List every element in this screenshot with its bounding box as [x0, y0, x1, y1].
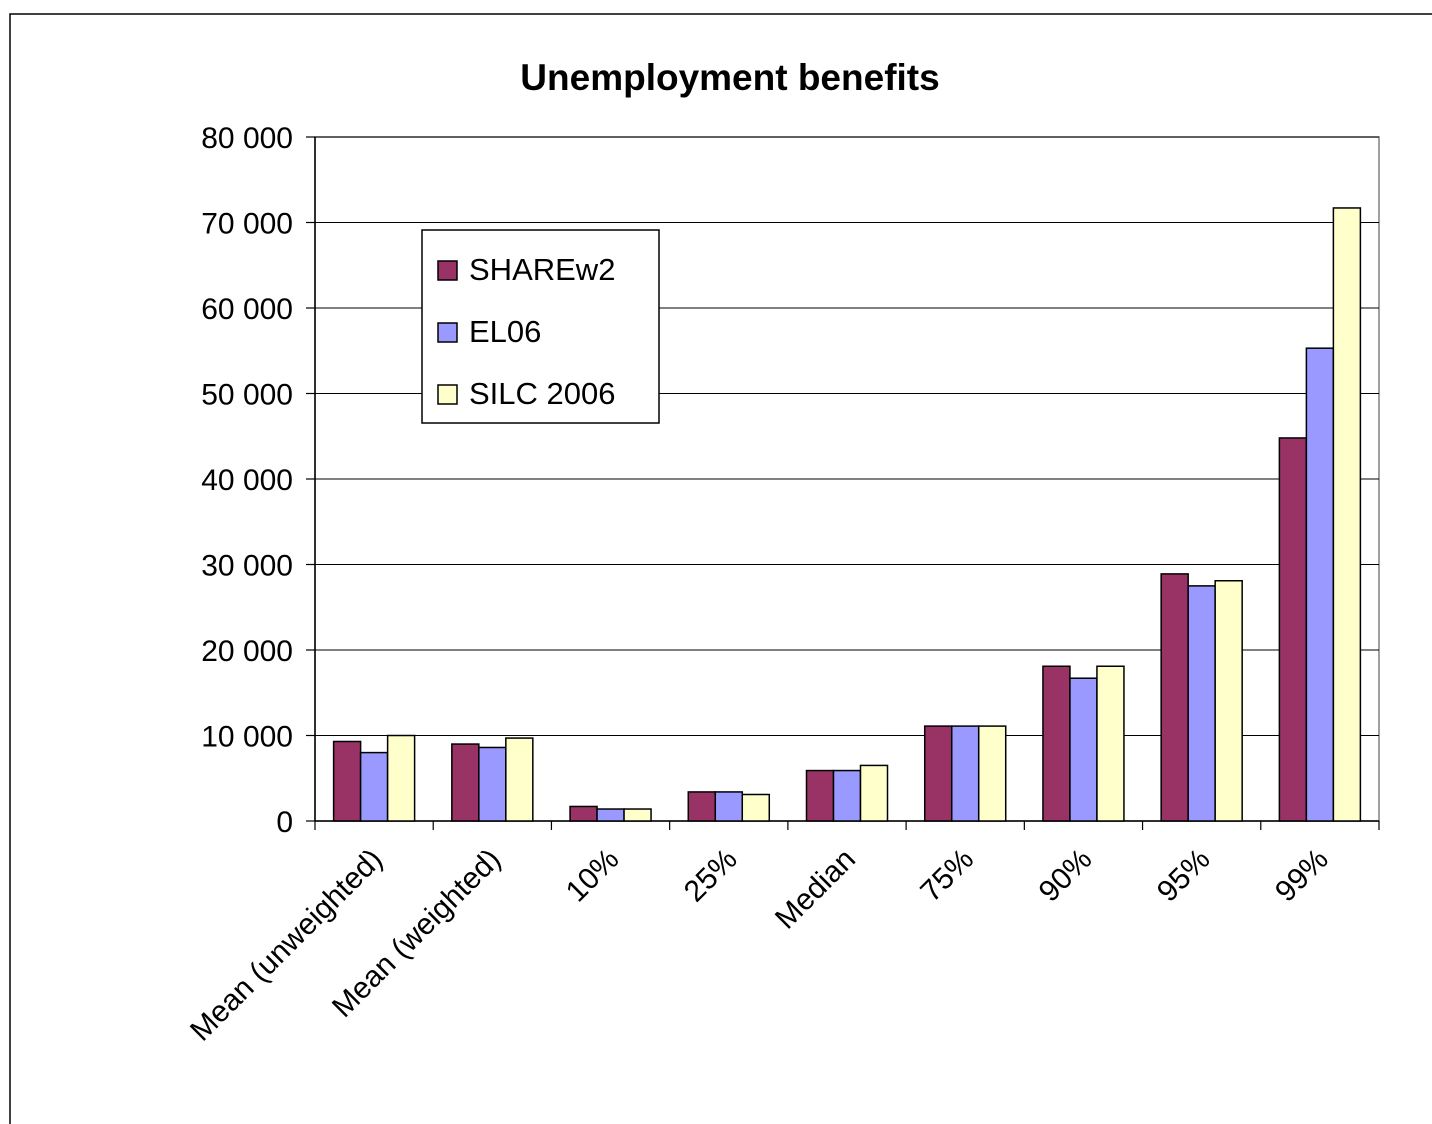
legend-box	[421, 229, 660, 424]
bar-sharew2-6	[1042, 665, 1071, 822]
bar-el06-1	[478, 746, 507, 822]
bar-silc-2006-7	[1214, 579, 1243, 822]
bar-el06-2	[596, 808, 625, 822]
bar-silc-2006-4	[859, 764, 889, 822]
y-tick-label: 10 000	[201, 721, 293, 754]
y-tick-label: 40 000	[201, 464, 293, 497]
legend: SHAREw2 EL06 SILC 2006	[421, 229, 660, 424]
chart-title: Unemployment benefits	[520, 57, 939, 98]
y-tick-label: 50 000	[201, 379, 293, 412]
bar-sharew2-7	[1160, 573, 1189, 822]
y-tick-label: 0	[276, 806, 293, 839]
y-tick-label: 70 000	[201, 208, 293, 241]
bar-sharew2-5	[923, 725, 953, 822]
y-tick-label: 30 000	[201, 550, 293, 583]
y-tick-label: 80 000	[201, 122, 293, 155]
bar-el06-6	[1069, 677, 1098, 822]
bar-silc-2006-1	[505, 737, 534, 822]
bar-silc-2006-6	[1096, 665, 1125, 822]
legend-label: EL06	[469, 314, 541, 349]
legend-label: SILC 2006	[469, 376, 616, 411]
bar-sharew2-3	[687, 791, 717, 822]
bar-silc-2006-8	[1332, 207, 1362, 822]
y-tick-label: 60 000	[201, 293, 293, 326]
bar-silc-2006-0	[386, 734, 416, 822]
bar-el06-0	[359, 751, 389, 822]
bar-el06-5	[950, 725, 980, 822]
bar-silc-2006-2	[623, 808, 652, 822]
y-tick-label: 20 000	[201, 635, 293, 668]
legend-swatch	[437, 322, 458, 343]
legend-label: SHAREw2	[469, 252, 615, 287]
bar-sharew2-2	[569, 805, 598, 822]
bar-el06-8	[1305, 347, 1335, 822]
legend-swatch	[437, 384, 458, 405]
bar-el06-7	[1187, 585, 1216, 822]
bar-silc-2006-3	[741, 793, 771, 822]
bar-el06-4	[832, 769, 862, 822]
bar-sharew2-0	[332, 740, 362, 822]
bar-sharew2-8	[1278, 437, 1308, 822]
bar-silc-2006-5	[977, 725, 1007, 822]
bar-el06-3	[714, 791, 744, 822]
bar-sharew2-1	[451, 743, 480, 822]
bar-sharew2-4	[805, 769, 835, 822]
legend-swatch	[437, 260, 458, 281]
